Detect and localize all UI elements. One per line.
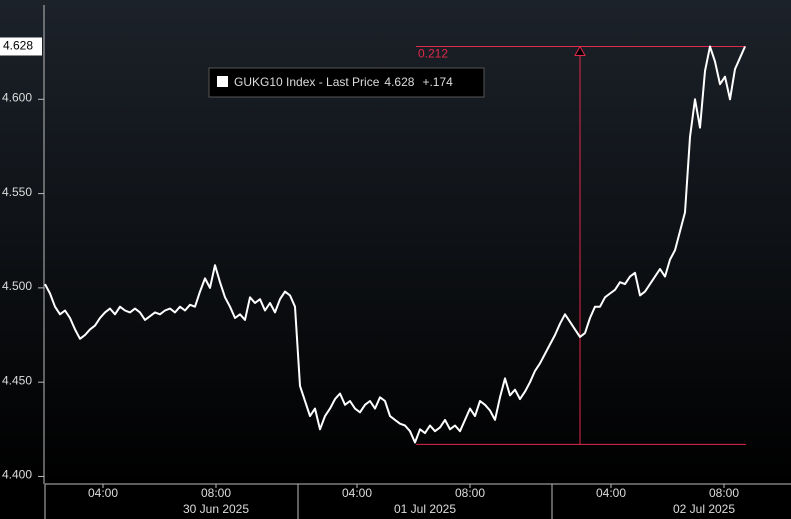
y-tick-label: 4.550 [2, 185, 32, 199]
x-tick-label: 08:00 [709, 486, 739, 500]
price-tag [0, 37, 42, 56]
date-label: 02 Jul 2025 [673, 502, 735, 516]
arrow-head [574, 45, 586, 56]
legend-text: GUKG10 Index - Last Price 4.628 +.174 [234, 75, 453, 89]
range-label: 0.212 [418, 47, 448, 61]
y-tick-label: 4.600 [2, 90, 32, 104]
legend-box [208, 67, 485, 98]
date-label: 01 Jul 2025 [394, 502, 456, 516]
x-tick-label: 08:00 [201, 486, 231, 500]
y-tick-label: 4.450 [2, 373, 32, 387]
legend-swatch [217, 76, 228, 87]
legend-name: GUKG10 Index - Last Price [234, 75, 380, 89]
price-line [44, 45, 746, 444]
y-tick-label: 4.500 [2, 279, 32, 293]
x-axis-background [0, 484, 791, 519]
x-tick-label: 04:00 [88, 486, 118, 500]
x-tick-label: 04:00 [596, 486, 626, 500]
price-tag-label: 4.628 [3, 39, 33, 53]
legend-last-price: 4.628 [384, 75, 414, 89]
y-tick-label: 4.400 [2, 468, 32, 482]
x-tick-label: 04:00 [342, 486, 372, 500]
date-label: 30 Jun 2025 [183, 502, 249, 516]
legend: GUKG10 Index - Last Price 4.628 +.174 [208, 67, 485, 98]
x-tick-label: 08:00 [455, 486, 485, 500]
legend-change: +.174 [422, 75, 453, 89]
